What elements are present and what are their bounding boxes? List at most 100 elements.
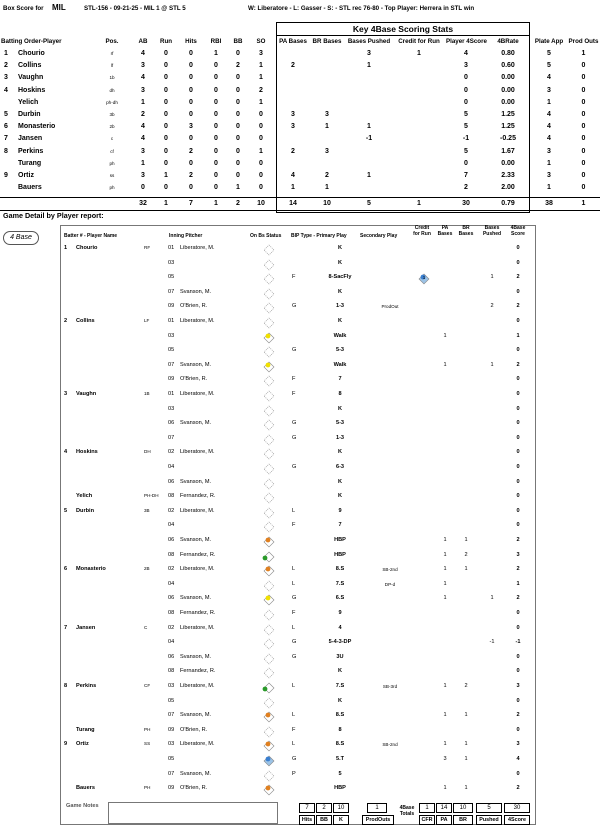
- game-notes-box: [108, 802, 278, 824]
- detail-4base-score: 0: [516, 318, 520, 324]
- detail-secondary-play: SB-2nd: [382, 742, 398, 748]
- col-pos-header: Pos.: [105, 38, 119, 45]
- col-pa-bases-header: PA Bases: [279, 38, 307, 45]
- box-row: 9 Ortiz ss 3 1 2 0 0 0 4 2 1 7 2.33 3 0: [0, 171, 600, 183]
- box-cell-score: 2: [464, 184, 468, 192]
- box-cell-app: 3: [547, 172, 551, 179]
- box-cell-app: 5: [547, 62, 551, 70]
- detail-primary-play: K: [337, 259, 343, 266]
- detail-4base-score: 2: [516, 361, 520, 368]
- box-cell-cfr: 1: [417, 50, 421, 57]
- player-position: cf: [110, 148, 114, 154]
- detail-4base-score: 0: [516, 288, 520, 295]
- onbase-diamond-icon: [262, 316, 276, 329]
- detail-4base-score: 0: [516, 610, 520, 616]
- detail-4base-score: -1: [515, 639, 521, 646]
- box-cell-score: 5: [464, 147, 468, 155]
- detail-player-name: Perkins: [76, 683, 97, 689]
- box-cell-r: 0: [164, 98, 168, 106]
- col-hits-header: Hits: [185, 38, 197, 45]
- detail-row: 06 Svanson, M. HBP 1 1 2: [62, 534, 534, 548]
- detail-row: 7 Jansen C 02 Liberatore, M. L 4 0: [62, 622, 534, 636]
- box-cell-ab: 3: [141, 147, 145, 155]
- detail-primary-play: 3U: [336, 653, 344, 660]
- team-name: MIL: [52, 3, 66, 12]
- onbase-diamond-icon: [262, 535, 276, 548]
- box-cell-rate: 0.80: [501, 50, 515, 57]
- detail-4base-score: 3: [516, 683, 520, 689]
- game-line: STL-156 - 09-21-25 - MIL 1 @ STL 5: [84, 5, 186, 12]
- detail-br-header: BR Bases: [458, 225, 474, 237]
- detail-4base-score: 0: [516, 405, 520, 412]
- box-cell-br: 2: [325, 172, 329, 179]
- box-cell-rbi: 0: [214, 147, 218, 155]
- box-cell-po: 0: [581, 86, 586, 94]
- box-cell-po: 0: [581, 62, 586, 70]
- detail-bip-type: G: [292, 595, 297, 602]
- box-cell-score: -1: [462, 135, 470, 143]
- detail-4base-score: 2: [516, 566, 520, 573]
- onbase-diamond-icon: [262, 258, 276, 271]
- detail-pitcher: Svanson, M.: [180, 288, 212, 295]
- detail-pa-bases: 1: [443, 361, 447, 368]
- box-cell-h: 0: [189, 62, 193, 70]
- detail-bip-type: F: [292, 376, 296, 383]
- detail-player-name: Durbin: [76, 507, 95, 514]
- detail-secondary-play: SB-3rd: [382, 684, 398, 689]
- detail-inning: 09: [168, 726, 175, 733]
- detail-pa-bases: 1: [443, 537, 447, 543]
- detail-inning: 02: [168, 566, 175, 573]
- player-position: ph: [109, 185, 115, 191]
- detail-bip-type: L: [292, 683, 296, 689]
- onbase-diamond-icon: [262, 491, 276, 504]
- box-cell-bb: 0: [236, 50, 240, 57]
- detail-pitcher: Liberatore, M.: [180, 449, 215, 456]
- game-notes-label: Game Notes: [66, 803, 99, 809]
- box-cell-app: 1: [547, 184, 551, 192]
- batting-order-number: 7: [4, 135, 8, 143]
- footer-totals-label: 4Base Totals: [399, 805, 415, 817]
- box-cell-bb: 0: [236, 74, 240, 82]
- box-cell-ab: 2: [141, 111, 145, 118]
- total-h: 7: [189, 200, 193, 207]
- detail-row: 03 K 0: [62, 257, 534, 271]
- onbase-diamond-icon: [262, 462, 276, 475]
- detail-4base-score: 2: [516, 274, 520, 281]
- player-name: Collins: [18, 62, 42, 70]
- detail-inning: 05: [168, 697, 175, 704]
- detail-br-bases: 2: [464, 551, 468, 558]
- box-cell-po: 0: [581, 135, 586, 143]
- detail-br-bases: 1: [464, 712, 468, 719]
- box-cell-app: 4: [547, 135, 551, 143]
- box-cell-rbi: 0: [214, 98, 218, 106]
- onbase-diamond-icon: [262, 331, 276, 344]
- detail-secondary-play: ProdOut: [381, 304, 399, 310]
- footer-pa-label: PA: [436, 815, 452, 825]
- detail-cfr: 1: [422, 275, 426, 281]
- detail-4base-score: 0: [516, 770, 520, 777]
- detail-primary-play: K: [337, 449, 343, 456]
- box-cell-score: 0: [464, 98, 468, 106]
- box-cell-rbi: 0: [214, 172, 218, 179]
- detail-bip-type: L: [292, 741, 296, 748]
- detail-pitcher: Svanson, M.: [180, 361, 212, 368]
- box-row: 4 Hoskins dh 3 0 0 0 0 2 0 0.00 3 0: [0, 86, 600, 98]
- player-position: 3b: [109, 112, 115, 117]
- box-cell-po: 0: [581, 111, 586, 118]
- box-cell-rbi: 0: [214, 184, 218, 192]
- box-cell-bb: 0: [236, 159, 240, 167]
- detail-bases-pushed: 1: [490, 274, 494, 281]
- detail-pa-bases: 1: [443, 785, 447, 792]
- detail-primary-play: Walk: [333, 361, 347, 368]
- detail-row: 07 Svanson, M. L 8.S 1 1 2: [62, 709, 534, 723]
- detail-onbase-header: On Bs Status: [250, 233, 282, 239]
- detail-player-name: Turang: [76, 726, 95, 733]
- detail-row: 04 G 6-3 0: [62, 461, 534, 475]
- box-cell-so: 0: [259, 111, 263, 118]
- box-cell-h: 0: [189, 98, 193, 106]
- 4base-logo-text: 4 Base: [10, 234, 32, 241]
- detail-primary-play: K: [337, 288, 343, 295]
- batting-order-number: 5: [4, 111, 8, 118]
- detail-br-bases: 1: [464, 741, 468, 748]
- total-po: 1: [581, 200, 586, 207]
